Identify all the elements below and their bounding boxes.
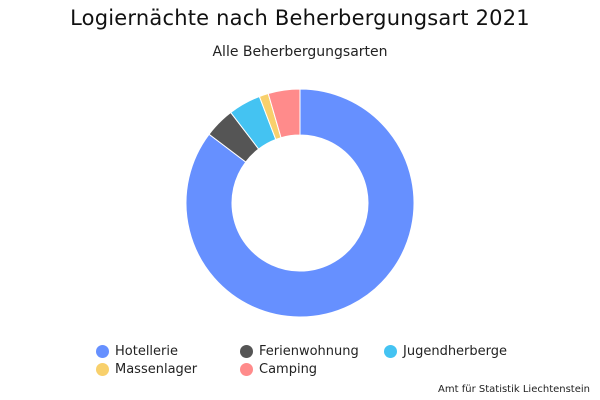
chart-title: Logiernächte nach Beherbergungsart 2021	[70, 6, 530, 30]
legend-item-jugendherberge[interactable]: Jugendherberge	[384, 344, 507, 359]
legend-swatch	[384, 345, 397, 358]
chart-subtitle: Alle Beherbergungsarten	[212, 44, 388, 60]
legend-swatch	[240, 345, 253, 358]
legend-swatch	[96, 345, 109, 358]
legend-swatch	[240, 363, 253, 376]
legend-swatch	[96, 363, 109, 376]
legend-item-hotellerie[interactable]: Hotellerie	[96, 344, 178, 359]
legend-label: Hotellerie	[115, 344, 179, 359]
donut-slice-camping[interactable]	[267, 88, 301, 139]
legend-item-massenlager[interactable]: Massenlager	[96, 362, 197, 377]
source-credit: Amt für Statistik Liechtenstein	[438, 384, 590, 395]
legend-label: Massenlager	[115, 362, 198, 377]
legend-label: Jugendherberge	[403, 344, 508, 359]
donut-slice-hotellerie[interactable]	[185, 88, 415, 318]
legend-item-ferienwohnung[interactable]: Ferienwohnung	[240, 344, 359, 359]
legend-label: Ferienwohnung	[259, 344, 359, 359]
legend-item-camping[interactable]: Camping	[240, 362, 317, 377]
legend-label: Camping	[259, 362, 318, 377]
